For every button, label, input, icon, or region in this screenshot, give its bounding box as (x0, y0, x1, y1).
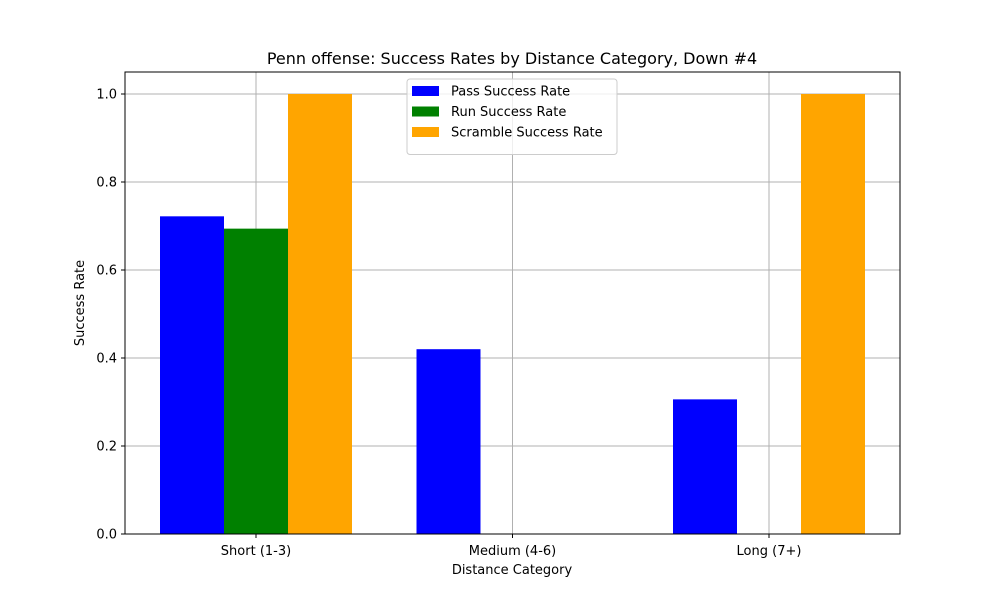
bar-scramble-success-rate (288, 94, 352, 534)
x-axis-ticks: Short (1-3) Medium (4-6) Long (7+) (221, 534, 802, 559)
chart-title: Penn offense: Success Rates by Distance … (267, 49, 757, 68)
bar-pass-success-rate (160, 216, 224, 534)
legend-label: Run Success Rate (451, 105, 566, 120)
y-tick-label: 0.2 (96, 440, 117, 455)
x-tick-label: Long (7+) (737, 544, 802, 559)
legend-label: Scramble Success Rate (451, 126, 603, 141)
x-axis-label: Distance Category (452, 563, 573, 578)
bar-pass-success-rate (416, 349, 481, 534)
x-tick-label: Short (1-3) (221, 544, 291, 559)
y-tick-label: 1.0 (96, 88, 117, 103)
legend-label: Pass Success Rate (451, 85, 570, 100)
y-tick-label: 0.6 (96, 264, 117, 279)
bars-layer (160, 94, 865, 534)
bar-scramble-success-rate (801, 94, 865, 534)
legend: Pass Success Rate Run Success Rate Scrambl… (406, 78, 618, 155)
x-tick-label: Medium (4-6) (469, 544, 557, 559)
y-axis-label: Success Rate (73, 260, 88, 346)
legend-swatch (412, 127, 439, 137)
y-tick-label: 0.4 (96, 352, 117, 367)
bar-pass-success-rate (673, 399, 737, 534)
legend-swatch (412, 106, 439, 117)
bar-run-success-rate (224, 228, 288, 534)
y-tick-label: 0.0 (96, 528, 117, 543)
legend-swatch (412, 86, 439, 96)
y-axis-ticks: 0.0 0.2 0.4 0.6 0.8 1.0 (96, 88, 125, 543)
y-tick-label: 0.8 (96, 176, 117, 191)
legend-frame (406, 78, 618, 155)
